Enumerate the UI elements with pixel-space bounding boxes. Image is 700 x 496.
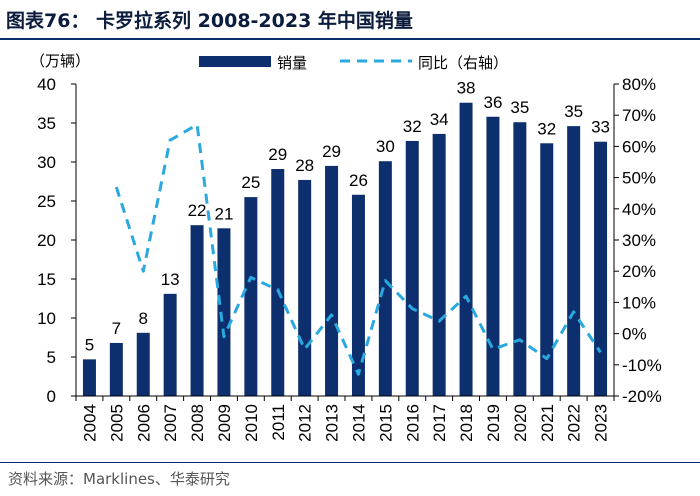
bar: [351, 194, 365, 396]
bar-data-label: 34: [430, 110, 449, 129]
right-tick-label: 20%: [622, 262, 656, 281]
x-tick-label: 2012: [296, 404, 315, 442]
legend-bar-swatch: [199, 56, 271, 67]
right-tick-label: 30%: [622, 231, 656, 250]
x-tick-label: 2017: [430, 404, 449, 442]
chart-title: 图表76： 卡罗拉系列 2008-2023 年中国销量: [6, 10, 413, 32]
x-tick-label: 2020: [511, 404, 530, 442]
bar-data-label: 33: [591, 118, 610, 137]
bar: [163, 293, 177, 396]
x-tick-label: 2013: [323, 404, 342, 442]
bar-data-label: 29: [268, 145, 287, 164]
bar-data-label: 5: [85, 335, 94, 354]
x-tick-label: 2018: [457, 404, 476, 442]
bar-data-label: 30: [376, 137, 395, 156]
left-tick-label: 10: [37, 309, 56, 328]
x-tick-label: 2016: [403, 404, 422, 442]
bar: [567, 126, 581, 397]
bar-data-label: 21: [214, 204, 233, 223]
bar-data-label: 22: [188, 201, 207, 220]
bar: [109, 342, 123, 396]
bar-data-label: 35: [510, 98, 529, 117]
bar: [540, 143, 554, 396]
bar: [244, 197, 258, 396]
bar-data-label: 8: [139, 309, 148, 328]
legend: 销量 同比（右轴）: [199, 54, 508, 72]
x-tick-label: 2014: [349, 404, 368, 442]
x-tick-label: 2006: [134, 404, 153, 442]
right-tick-label: 80%: [622, 75, 656, 94]
x-tick-label: 2008: [188, 404, 207, 442]
line-layer: [114, 123, 602, 376]
bar-data-label: 29: [322, 142, 341, 161]
bar-data-label: 25: [241, 173, 260, 192]
x-tick-label: 2011: [269, 404, 288, 441]
bar-data-label: 35: [564, 102, 583, 121]
bar: [271, 169, 285, 396]
x-tick-label: 2015: [376, 404, 395, 442]
bar: [378, 161, 392, 396]
bar: [190, 225, 204, 396]
left-tick-label: 25: [37, 192, 56, 211]
bar-data-label: 26: [349, 171, 368, 190]
left-tick-label: 30: [37, 153, 56, 172]
bar-data-label: 13: [161, 270, 180, 289]
yoy-line: [114, 123, 602, 376]
left-tick-label: 5: [47, 348, 56, 367]
bar-data-label: 28: [295, 156, 314, 175]
bar: [459, 102, 473, 396]
x-tick-label: 2019: [484, 404, 503, 442]
footer-rule: [0, 462, 700, 463]
right-tick-label: 0%: [622, 325, 647, 344]
right-tick-label: 50%: [622, 169, 656, 188]
left-axis-unit: （万辆）: [30, 52, 90, 70]
bar: [325, 165, 339, 396]
right-tick-label: 40%: [622, 200, 656, 219]
left-tick-label: 20: [37, 231, 56, 250]
bar-data-label: 32: [403, 117, 422, 136]
source-note: 资料来源：Marklines、华泰研究: [8, 470, 230, 488]
labels-layer: 578 13 22 21 25 29 28 29 26 30 32 34 38 36 35 32 35 33: [85, 79, 610, 355]
legend-line-label: 同比（右轴）: [418, 54, 508, 72]
x-tick-label: 2022: [565, 404, 584, 442]
bar-data-label: 7: [112, 319, 121, 338]
x-tick-label: 2007: [161, 404, 180, 442]
bar: [486, 116, 500, 396]
right-tick-label: -20%: [622, 387, 662, 406]
bar-data-label: 36: [483, 93, 502, 112]
right-tick-label: 70%: [622, 106, 656, 125]
bar: [217, 228, 231, 396]
left-tick-label: 35: [37, 114, 56, 133]
left-tick-label: 40: [37, 75, 56, 94]
bar: [82, 359, 96, 396]
x-tick-label: 2009: [215, 404, 234, 442]
left-tick-label: 0: [47, 387, 56, 406]
bar: [405, 140, 419, 396]
x-tick-label: 2010: [242, 404, 261, 442]
bar-data-label: 38: [457, 79, 476, 98]
bar: [432, 133, 446, 397]
bar: [298, 179, 312, 396]
title-rule: [0, 38, 700, 40]
right-tick-label: 10%: [622, 293, 656, 312]
x-tick-label: 2021: [538, 404, 557, 442]
axes-layer: 0 5 10 15 20 25 30 35 40 -20% -10% 0% 10% 20% 30% 40% 50…: [37, 75, 662, 442]
bar: [136, 332, 150, 396]
x-tick-label: 2005: [107, 404, 126, 442]
x-tick-label: 2004: [80, 404, 99, 442]
bar: [594, 141, 608, 396]
legend-bar-label: 销量: [277, 54, 307, 72]
left-tick-label: 15: [37, 270, 56, 289]
right-tick-label: -10%: [622, 356, 662, 375]
x-tick-label: 2023: [592, 404, 611, 442]
bar: [513, 122, 527, 396]
bars-layer: [82, 102, 608, 397]
bar-data-label: 32: [537, 119, 556, 138]
right-tick-label: 60%: [622, 137, 656, 156]
